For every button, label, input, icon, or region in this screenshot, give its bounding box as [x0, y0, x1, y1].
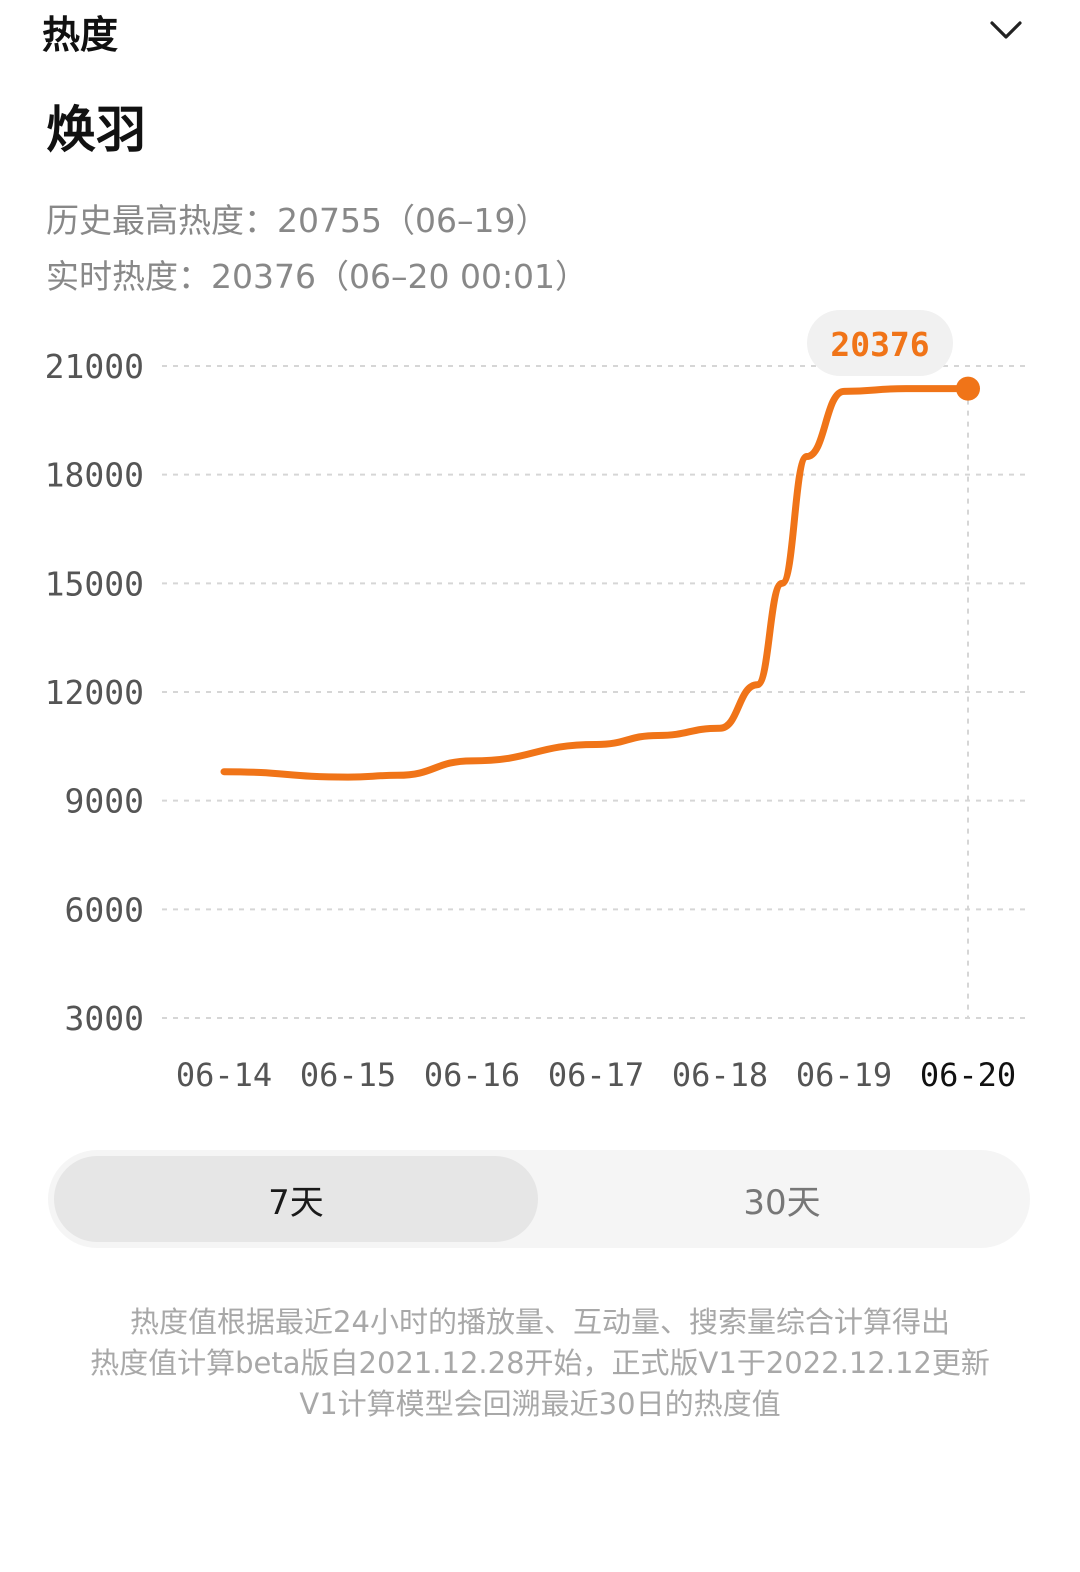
- value-badge-label: 20376: [830, 325, 929, 364]
- header-title: 热度: [42, 13, 119, 57]
- collapse-button[interactable]: [982, 10, 1030, 50]
- chevron-down-icon: [990, 21, 1022, 39]
- y-tick-label: 6000: [65, 890, 144, 929]
- peak-heat-stat: 历史最高热度：20755（06–19）: [46, 201, 549, 240]
- y-tick-label: 12000: [45, 673, 144, 712]
- x-tick-label: 06-16: [424, 1056, 520, 1094]
- y-axis-ticks: 21000 18000 15000 12000 9000 6000 3000: [45, 347, 144, 1038]
- x-tick-label: 06-17: [548, 1056, 644, 1094]
- x-tick-label: 06-15: [300, 1056, 396, 1094]
- footnote-line-1: 热度值根据最近24小时的播放量、互动量、搜索量综合计算得出: [130, 1305, 950, 1339]
- x-axis-ticks: 06-14 06-15 06-16 06-17 06-18 06-19 06-20: [176, 1056, 1016, 1094]
- x-tick-label: 06-14: [176, 1056, 272, 1094]
- time-range-toggle: 7天 30天: [48, 1150, 1030, 1248]
- footnote-line-2: 热度值计算beta版自2021.12.28开始，正式版V1于2022.12.12…: [90, 1346, 990, 1380]
- realtime-heat-stat: 实时热度：20376（06–20 00:01）: [46, 257, 589, 296]
- value-badge: [807, 310, 953, 376]
- grid-lines: [162, 365, 1028, 1019]
- y-tick-label: 18000: [45, 456, 144, 495]
- x-tick-label: 06-19: [796, 1056, 892, 1094]
- active-point: [956, 376, 980, 401]
- x-tick-label: 06-18: [672, 1056, 768, 1094]
- range-30-days-tab[interactable]: 30天: [743, 1182, 821, 1223]
- topic-name: 焕羽: [46, 101, 146, 159]
- y-tick-label: 9000: [65, 782, 144, 821]
- series-layer: 20376: [220, 310, 980, 1018]
- x-tick-label: 06-20: [920, 1056, 1016, 1094]
- footnote: 热度值根据最近24小时的播放量、互动量、搜索量综合计算得出 热度值计算beta版…: [0, 1302, 1080, 1425]
- range-7-days-tab[interactable]: 7天: [54, 1156, 538, 1242]
- footnote-line-3: V1计算模型会回溯最近30日的热度值: [299, 1387, 781, 1421]
- y-tick-label: 3000: [65, 999, 144, 1038]
- y-tick-label: 15000: [45, 564, 144, 603]
- series-line: [220, 385, 972, 781]
- y-tick-label: 21000: [45, 347, 144, 386]
